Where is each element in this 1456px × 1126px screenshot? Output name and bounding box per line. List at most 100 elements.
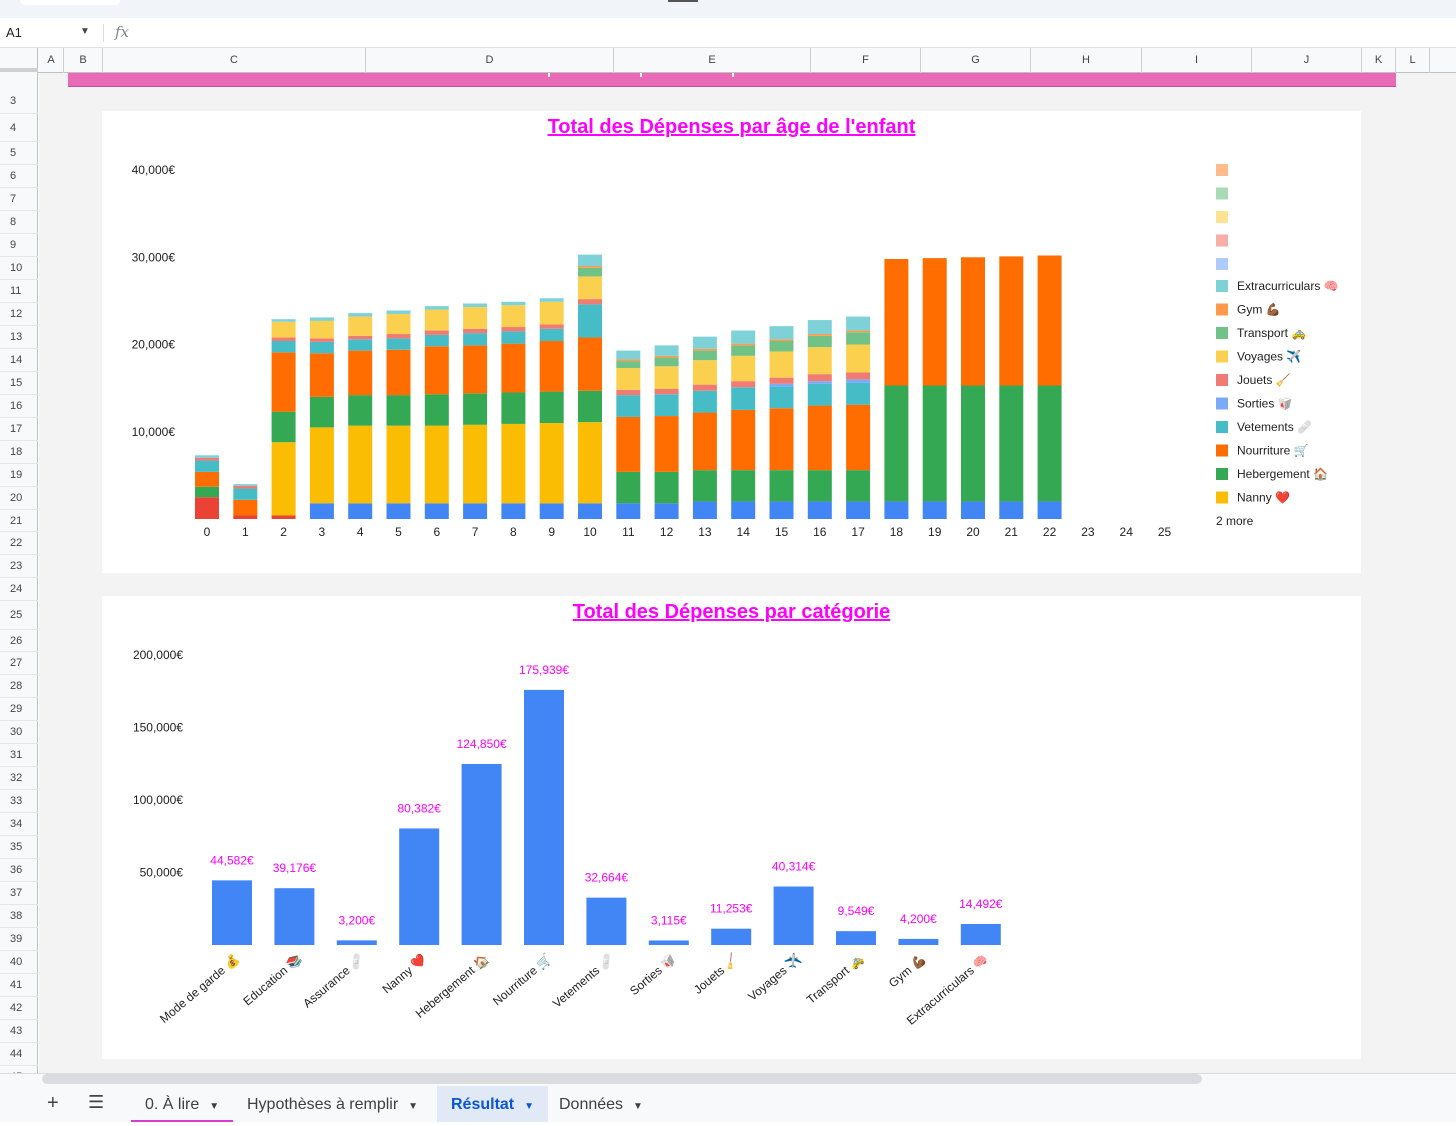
- row-header[interactable]: 28: [0, 675, 38, 698]
- row-header[interactable]: 5: [0, 142, 38, 165]
- row-header[interactable]: 6: [0, 165, 38, 188]
- row-header[interactable]: 15: [0, 372, 38, 395]
- tab-resultat[interactable]: Résultat ▼: [437, 1086, 549, 1122]
- row-header[interactable]: 43: [0, 1020, 38, 1043]
- row-header[interactable]: 26: [0, 630, 38, 652]
- row-header[interactable]: 31: [0, 744, 38, 767]
- bar-segment: [922, 501, 947, 519]
- row-header[interactable]: 22: [0, 532, 38, 555]
- x-tick-label: Transport 🚕: [804, 952, 866, 1007]
- row-header[interactable]: 10: [0, 257, 38, 280]
- bar-segment: [271, 341, 296, 353]
- sheet-grid[interactable]: Total des Dépenses par âge de l'enfant 1…: [39, 73, 1456, 1073]
- bar-segment: [692, 390, 717, 413]
- chevron-down-icon[interactable]: ▼: [209, 1101, 220, 1112]
- y-tick-label: 30,000€: [132, 250, 176, 264]
- row-header[interactable]: 38: [0, 905, 38, 928]
- row-header[interactable]: 20: [0, 487, 38, 510]
- row-header[interactable]: 4: [0, 114, 38, 142]
- pink-header-band: [68, 73, 1396, 87]
- row-header[interactable]: 40: [0, 951, 38, 974]
- chart-expenses-by-category[interactable]: Total des Dépenses par catégorie 50,000€…: [102, 596, 1361, 1059]
- select-all-corner[interactable]: [0, 48, 38, 73]
- row-header[interactable]: 30: [0, 721, 38, 744]
- tab-donnees[interactable]: Données ▼: [559, 1096, 643, 1113]
- column-header[interactable]: A: [39, 48, 64, 73]
- horizontal-scrollbar[interactable]: [42, 1074, 1202, 1084]
- bar-segment: [769, 386, 794, 409]
- column-header[interactable]: E: [614, 48, 811, 73]
- bar-segment: [692, 470, 717, 502]
- column-header[interactable]: H: [1031, 48, 1142, 73]
- add-sheet-button[interactable]: +: [47, 1092, 59, 1114]
- row-header[interactable]: 24: [0, 578, 38, 601]
- row-header[interactable]: 23: [0, 555, 38, 578]
- bar-segment: [731, 345, 756, 356]
- row-header[interactable]: 37: [0, 882, 38, 905]
- row-header[interactable]: 27: [0, 652, 38, 675]
- row-header[interactable]: 35: [0, 836, 38, 859]
- bar-segment: [501, 423, 526, 504]
- x-tick-label: 6: [433, 525, 440, 539]
- row-header[interactable]: 18: [0, 441, 38, 464]
- bar-segment: [807, 347, 832, 375]
- chevron-down-icon[interactable]: ▼: [633, 1101, 643, 1112]
- column-header[interactable]: I: [1142, 48, 1252, 73]
- row-header[interactable]: 14: [0, 349, 38, 372]
- column-header[interactable]: F: [811, 48, 921, 73]
- row-header[interactable]: 36: [0, 859, 38, 882]
- chart-expenses-by-age[interactable]: Total des Dépenses par âge de l'enfant 1…: [102, 111, 1361, 573]
- column-header[interactable]: J: [1252, 48, 1362, 73]
- row-header[interactable]: 29: [0, 698, 38, 721]
- legend-label: Sorties 🥡: [1237, 397, 1293, 411]
- bar-segment: [616, 368, 641, 390]
- row-header[interactable]: 9: [0, 234, 38, 257]
- row-header[interactable]: 34: [0, 813, 38, 836]
- row-header[interactable]: 39: [0, 928, 38, 951]
- chevron-down-icon[interactable]: ▼: [408, 1101, 419, 1112]
- bar-segment: [348, 425, 373, 504]
- row-header[interactable]: 17: [0, 418, 38, 441]
- row-header[interactable]: 19: [0, 464, 38, 487]
- bar-segment: [731, 409, 756, 471]
- bar-segment: [922, 385, 947, 502]
- row-header[interactable]: 8: [0, 211, 38, 234]
- bar-segment: [463, 393, 488, 425]
- row-header[interactable]: 44: [0, 1043, 38, 1066]
- bar-segment: [501, 343, 526, 393]
- row-header[interactable]: 16: [0, 395, 38, 418]
- chevron-down-icon[interactable]: ▼: [80, 26, 90, 37]
- column-header[interactable]: B: [64, 48, 103, 73]
- bar-segment: [271, 411, 296, 443]
- column-header[interactable]: D: [366, 48, 614, 73]
- legend-label: Vetements 🩹: [1237, 419, 1312, 434]
- legend-label: Gym 💪🏾: [1237, 303, 1281, 317]
- bar-segment: [769, 326, 794, 340]
- bar-segment: [578, 390, 602, 423]
- bar-segment: [616, 503, 641, 519]
- row-header[interactable]: 13: [0, 326, 38, 349]
- bar-segment: [846, 379, 871, 383]
- row-header[interactable]: 11: [0, 280, 38, 303]
- column-header[interactable]: G: [921, 48, 1031, 73]
- row-header[interactable]: 33: [0, 790, 38, 813]
- row-header[interactable]: 3: [0, 88, 38, 114]
- all-sheets-menu-icon[interactable]: ☰: [88, 1092, 105, 1112]
- row-header[interactable]: 32: [0, 767, 38, 790]
- tab-a-lire[interactable]: 0. À lire ▼: [131, 1086, 234, 1122]
- sheet-tabs-bar: + ☰ 0. À lire ▼ Hypothèses à remplir ▼ Rés…: [0, 1086, 1456, 1122]
- chevron-down-icon[interactable]: ▼: [524, 1101, 535, 1112]
- column-header[interactable]: K: [1362, 48, 1396, 73]
- column-header[interactable]: C: [103, 48, 366, 73]
- row-header[interactable]: 25: [0, 601, 38, 630]
- bar-segment: [386, 349, 411, 396]
- column-header[interactable]: L: [1396, 48, 1430, 73]
- name-box[interactable]: A1: [6, 25, 22, 40]
- row-header[interactable]: 21: [0, 510, 38, 532]
- tab-hypotheses[interactable]: Hypothèses à remplir ▼: [247, 1096, 419, 1113]
- row-header[interactable]: 41: [0, 974, 38, 997]
- row-header[interactable]: 12: [0, 303, 38, 326]
- bar-segment: [386, 310, 411, 314]
- row-header[interactable]: 7: [0, 188, 38, 211]
- row-header[interactable]: 42: [0, 997, 38, 1020]
